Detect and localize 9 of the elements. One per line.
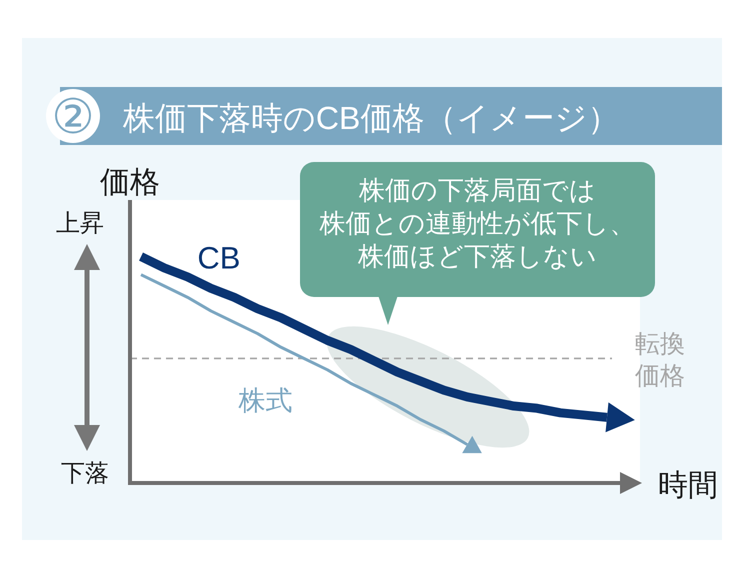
text: 上昇 bbox=[56, 210, 104, 237]
series-label: CB bbox=[197, 240, 240, 276]
ref-line-label: 転換価格 bbox=[634, 329, 686, 392]
chart-title: ② 株価下落時のCB価格（イメージ） bbox=[51, 91, 620, 144]
annotation: 株価の下落局面では株価との連動性が低下し、株価ほど下落しない bbox=[318, 174, 636, 273]
y-axis-title: 価格 bbox=[100, 166, 160, 199]
text: 下落 bbox=[61, 460, 109, 487]
x-axis-title: 時間 bbox=[658, 469, 718, 502]
series-label: 株式 bbox=[238, 386, 292, 416]
